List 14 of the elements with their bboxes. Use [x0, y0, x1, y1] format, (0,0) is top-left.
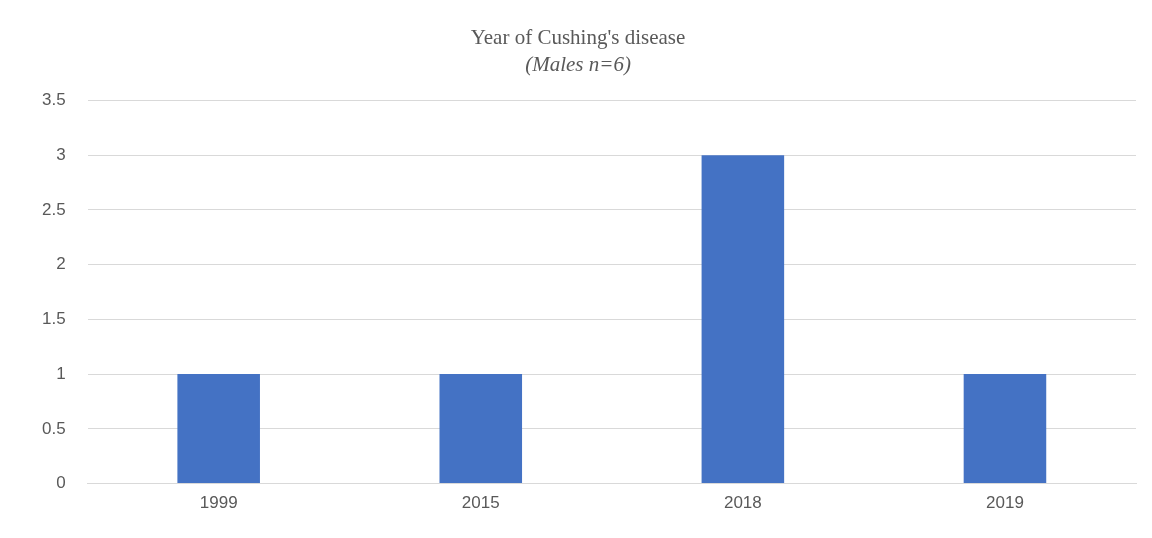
y-tick-label: 1: [56, 363, 66, 383]
y-tick-label: 0: [56, 473, 66, 493]
y-tick-label: 2.5: [41, 199, 66, 219]
x-tick-label: 2019: [986, 493, 1024, 513]
y-tick-label: 0.5: [41, 418, 66, 438]
y-tick-label: 3.5: [41, 90, 66, 110]
x-tick-label: 2015: [461, 493, 500, 513]
x-tick-label: 2018: [723, 493, 762, 513]
chart-subtitle: (Males n=6): [525, 52, 631, 77]
chart-title: Year of Cushing's disease: [470, 25, 686, 50]
y-tick-label: 3: [56, 144, 66, 164]
x-tick-label: 1999: [199, 493, 238, 513]
y-tick-label: 2: [56, 254, 66, 274]
y-tick-label: 1.5: [41, 309, 66, 329]
